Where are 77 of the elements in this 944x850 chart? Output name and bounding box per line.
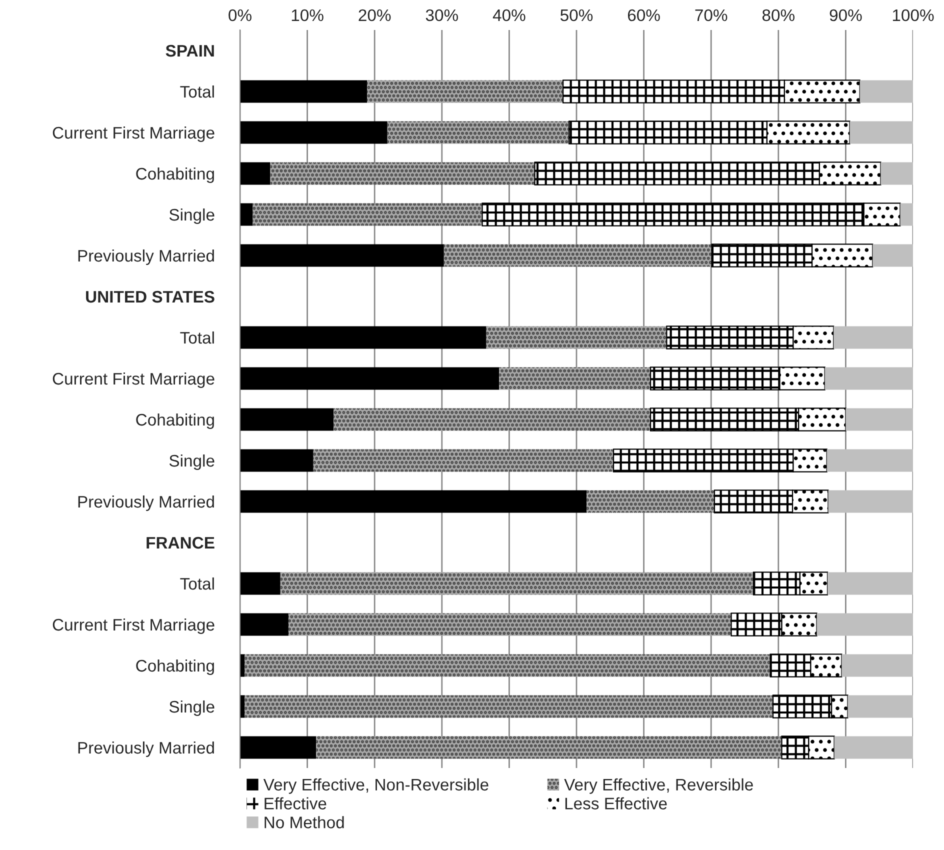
bar — [834, 736, 913, 759]
y-tick-label: Previously Married — [78, 249, 214, 265]
bar — [240, 736, 316, 759]
legend-label: Very Effective, Non-Reversible — [263, 778, 488, 794]
bar — [280, 572, 754, 595]
y-tick-label: Current First Marriage — [52, 618, 214, 634]
y-tick-label: Total — [180, 577, 214, 590]
bar — [244, 654, 770, 677]
y-tick-label: Previously Married — [78, 495, 214, 511]
bar — [824, 367, 913, 390]
bar — [850, 121, 913, 144]
bar — [240, 408, 334, 431]
bar — [316, 736, 782, 759]
bar — [872, 244, 913, 267]
y-tick-label: Cohabiting — [136, 413, 214, 429]
y-tick-label: Single — [169, 700, 214, 716]
y-tick-label: Current First Marriage — [52, 372, 214, 388]
bar — [846, 408, 913, 431]
bar — [367, 80, 564, 103]
bar — [240, 572, 280, 595]
bar — [240, 490, 587, 513]
legend-label: No Method — [264, 816, 344, 828]
legend-label: Very Effective, Reversible — [564, 778, 753, 794]
bar — [828, 490, 913, 513]
y-tick-label: Previously Married — [78, 741, 214, 757]
bar — [240, 244, 444, 267]
x-tick-label: 20% — [358, 9, 391, 22]
bar — [444, 244, 712, 267]
bar — [240, 203, 253, 226]
y-tick-label: Total — [180, 331, 214, 344]
bar — [240, 80, 368, 103]
bar — [244, 695, 774, 718]
x-tick-label: 70% — [695, 9, 728, 22]
y-tick-label: SPAIN — [166, 44, 214, 57]
bar — [240, 326, 486, 349]
bar — [848, 695, 913, 718]
bar — [387, 121, 570, 144]
bar — [826, 449, 913, 472]
bar — [842, 654, 913, 677]
y-tick-label: FRANCE — [146, 536, 214, 549]
y-tick-label: Cohabiting — [136, 167, 214, 183]
legend-label: Effective — [264, 797, 326, 810]
y-tick-label: Single — [169, 454, 214, 470]
bar — [252, 203, 482, 226]
bar — [499, 367, 651, 390]
bar — [240, 449, 314, 472]
y-tick-label: Cohabiting — [136, 659, 214, 675]
bar — [334, 408, 651, 431]
y-tick-label: UNITED STATES — [86, 290, 214, 303]
bar — [313, 449, 614, 472]
bar — [900, 203, 913, 226]
bar — [816, 613, 913, 636]
bar — [486, 326, 667, 349]
x-tick-label: 40% — [492, 9, 526, 22]
x-tick-label: 30% — [426, 9, 458, 22]
x-tick-label: 60% — [628, 9, 660, 22]
x-tick-label: 100% — [892, 9, 934, 22]
bar — [834, 326, 913, 349]
x-tick-label: 10% — [292, 9, 324, 22]
x-tick-label: 0% — [228, 9, 252, 22]
x-tick-label: 50% — [560, 9, 593, 22]
bar — [270, 162, 535, 185]
bar — [240, 162, 270, 185]
x-tick-label: 90% — [830, 9, 862, 22]
bar — [860, 80, 913, 103]
x-tick-label: 80% — [762, 9, 794, 22]
bar — [240, 121, 388, 144]
bar — [240, 613, 288, 636]
y-tick-label: Total — [180, 85, 214, 98]
y-tick-label: Current First Marriage — [52, 126, 214, 142]
bar — [586, 490, 714, 513]
y-tick-label: Single — [169, 208, 214, 224]
bar — [880, 162, 913, 185]
legend-label: Less Effective — [565, 797, 667, 810]
bar — [240, 367, 500, 390]
bar — [288, 613, 732, 636]
bar — [828, 572, 913, 595]
